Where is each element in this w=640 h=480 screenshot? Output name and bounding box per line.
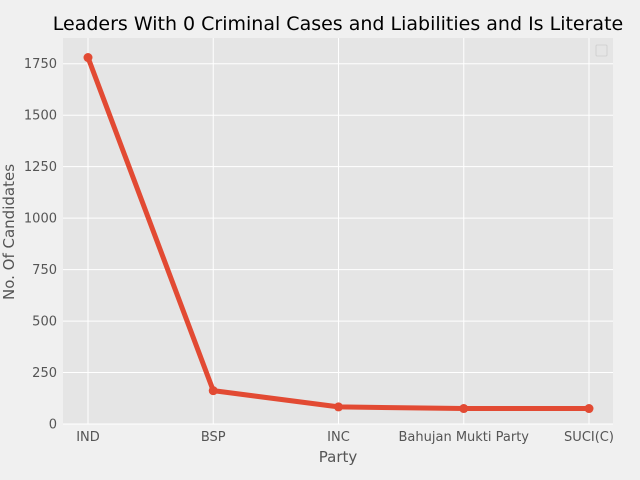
y-tick-label: 750 [32, 263, 57, 278]
x-tick-labels: IND BSP INC Bahujan Mukti Party SUCI(C) [76, 430, 614, 445]
x-tick-label: Bahujan Mukti Party [399, 430, 530, 445]
x-tick-label: INC [327, 430, 350, 445]
y-tick-label: 1750 [24, 57, 57, 72]
data-point [584, 404, 594, 414]
y-tick-labels: 0 250 500 750 1000 1250 1500 1750 [24, 57, 57, 432]
data-point [334, 402, 343, 412]
y-axis-label: No. Of Candidates [0, 164, 18, 300]
y-tick-label: 0 [49, 418, 57, 433]
series-group [83, 53, 594, 414]
legend-box [595, 44, 608, 57]
grid-lines [63, 38, 613, 425]
y-tick-label: 250 [32, 366, 57, 381]
chart-title: Leaders With 0 Criminal Cases and Liabil… [53, 13, 623, 35]
x-axis-label: Party [319, 448, 358, 466]
x-tick-label: IND [76, 430, 100, 445]
x-tick-label: SUCI(C) [564, 430, 614, 445]
data-point [208, 386, 218, 396]
y-tick-label: 500 [32, 315, 57, 330]
y-tick-label: 1500 [24, 109, 57, 124]
y-tick-label: 1000 [24, 212, 57, 227]
data-point [83, 53, 93, 63]
x-tick-label: BSP [201, 430, 226, 445]
data-point [459, 404, 469, 414]
y-tick-label: 1250 [24, 160, 57, 175]
